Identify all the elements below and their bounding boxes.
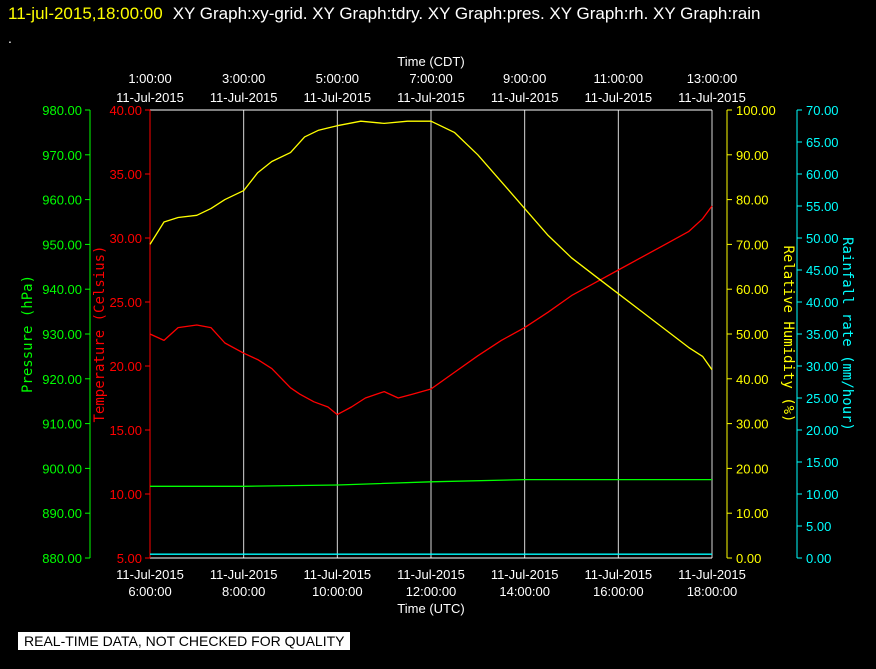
x-bottom-tick-date: 11-Jul-2015 xyxy=(397,567,465,582)
humidity-tick-label: 100.00 xyxy=(736,103,776,118)
series-line-tdry xyxy=(149,205,713,416)
pressure-tick-label: 890.00 xyxy=(42,506,82,521)
x-bottom-tick-time: 10:00:00 xyxy=(312,584,363,599)
x-top-tick-time: 3:00:00 xyxy=(222,71,265,86)
x-top-tick-date: 11-Jul-2015 xyxy=(584,90,652,105)
x-top-tick-time: 11:00:00 xyxy=(594,71,644,86)
rain-tick-label: 45.00 xyxy=(806,263,839,278)
pressure-tick-label: 970.00 xyxy=(42,148,82,163)
rain-tick-label: 60.00 xyxy=(806,167,839,182)
x-bottom-axis-label: Time (UTC) xyxy=(397,601,464,616)
rain-tick-label: 55.00 xyxy=(806,199,839,214)
pressure-tick-label: 910.00 xyxy=(42,417,82,432)
rain-tick-label: 65.00 xyxy=(806,135,839,150)
rain-axis-label: Rainfall rate (mm/hour) xyxy=(839,237,855,431)
humidity-tick-label: 30.00 xyxy=(736,417,769,432)
rain-tick-label: 30.00 xyxy=(806,359,839,374)
pressure-tick-label: 900.00 xyxy=(42,461,82,476)
x-top-tick-time: 13:00:00 xyxy=(687,71,738,86)
series-line-rh xyxy=(149,120,713,371)
rain-tick-label: 25.00 xyxy=(806,391,839,406)
x-top-tick-date: 11-Jul-2015 xyxy=(678,90,746,105)
pressure-tick-label: 960.00 xyxy=(42,193,82,208)
x-bottom-tick-time: 18:00:00 xyxy=(687,584,738,599)
x-bottom-tick-time: 6:00:00 xyxy=(128,584,171,599)
x-top-tick-time: 1:00:00 xyxy=(128,71,171,86)
rain-tick-label: 35.00 xyxy=(806,327,839,342)
humidity-tick-label: 40.00 xyxy=(736,372,769,387)
x-bottom-tick-time: 14:00:00 xyxy=(499,584,550,599)
humidity-tick-label: 10.00 xyxy=(736,506,769,521)
x-top-tick-time: 5:00:00 xyxy=(316,71,359,86)
rain-tick-label: 40.00 xyxy=(806,295,839,310)
temperature-tick-label: 10.00 xyxy=(109,487,142,502)
header-graph-titles: XY Graph:xy-grid. XY Graph:tdry. XY Grap… xyxy=(172,4,761,23)
x-bottom-tick-date: 11-Jul-2015 xyxy=(678,567,746,582)
temperature-tick-label: 30.00 xyxy=(109,231,142,246)
x-bottom-tick-date: 11-Jul-2015 xyxy=(491,567,559,582)
header-datetime: 11-jul-2015,18:00:00 xyxy=(8,4,163,23)
temperature-axis-label: Temperature (Celsius) xyxy=(92,245,108,422)
pressure-axis-label: Pressure (hPa) xyxy=(20,275,36,393)
series-line-pres xyxy=(150,478,712,487)
pressure-tick-label: 940.00 xyxy=(42,282,82,297)
quality-note: REAL-TIME DATA, NOT CHECKED FOR QUALITY xyxy=(18,632,351,650)
rain-tick-label: 50.00 xyxy=(806,231,839,246)
temperature-tick-label: 20.00 xyxy=(109,359,142,374)
x-bottom-tick-date: 11-Jul-2015 xyxy=(210,567,278,582)
x-bottom-tick-date: 11-Jul-2015 xyxy=(116,567,184,582)
x-top-axis-label: Time (CDT) xyxy=(397,54,464,69)
humidity-tick-label: 90.00 xyxy=(736,148,769,163)
temperature-tick-label: 40.00 xyxy=(109,103,142,118)
temperature-tick-label: 15.00 xyxy=(109,423,142,438)
pressure-tick-label: 950.00 xyxy=(42,237,82,252)
x-top-tick-date: 11-Jul-2015 xyxy=(491,90,559,105)
humidity-tick-label: 20.00 xyxy=(736,461,769,476)
rain-tick-label: 20.00 xyxy=(806,423,839,438)
pressure-tick-label: 980.00 xyxy=(42,103,82,118)
pressure-tick-label: 880.00 xyxy=(42,551,82,566)
x-bottom-tick-date: 11-Jul-2015 xyxy=(303,567,371,582)
temperature-tick-label: 5.00 xyxy=(117,551,142,566)
temperature-tick-label: 35.00 xyxy=(109,167,142,182)
humidity-tick-label: 70.00 xyxy=(736,237,769,252)
x-top-tick-time: 7:00:00 xyxy=(409,71,452,86)
graph-header: 11-jul-2015,18:00:00 XY Graph:xy-grid. XY… xyxy=(8,4,760,24)
rain-tick-label: 5.00 xyxy=(806,519,831,534)
header-extra: . xyxy=(8,30,12,46)
temperature-tick-label: 25.00 xyxy=(109,295,142,310)
x-top-tick-date: 11-Jul-2015 xyxy=(303,90,371,105)
x-bottom-tick-time: 16:00:00 xyxy=(593,584,644,599)
x-top-tick-date: 11-Jul-2015 xyxy=(210,90,278,105)
x-top-tick-date: 11-Jul-2015 xyxy=(397,90,465,105)
x-top-tick-date: 11-Jul-2015 xyxy=(116,90,184,105)
x-bottom-tick-time: 8:00:00 xyxy=(222,584,265,599)
x-bottom-tick-time: 12:00:00 xyxy=(406,584,457,599)
humidity-tick-label: 80.00 xyxy=(736,193,769,208)
humidity-tick-label: 50.00 xyxy=(736,327,769,342)
humidity-axis-label: Relative Humidity (%) xyxy=(780,245,796,422)
rain-tick-label: 10.00 xyxy=(806,487,839,502)
humidity-tick-label: 0.00 xyxy=(736,551,761,566)
pressure-tick-label: 930.00 xyxy=(42,327,82,342)
humidity-tick-label: 60.00 xyxy=(736,282,769,297)
rain-tick-label: 70.00 xyxy=(806,103,839,118)
x-top-tick-time: 9:00:00 xyxy=(503,71,546,86)
pressure-tick-label: 920.00 xyxy=(42,372,82,387)
rain-tick-label: 15.00 xyxy=(806,455,839,470)
rain-tick-label: 0.00 xyxy=(806,551,831,566)
x-bottom-tick-date: 11-Jul-2015 xyxy=(584,567,652,582)
